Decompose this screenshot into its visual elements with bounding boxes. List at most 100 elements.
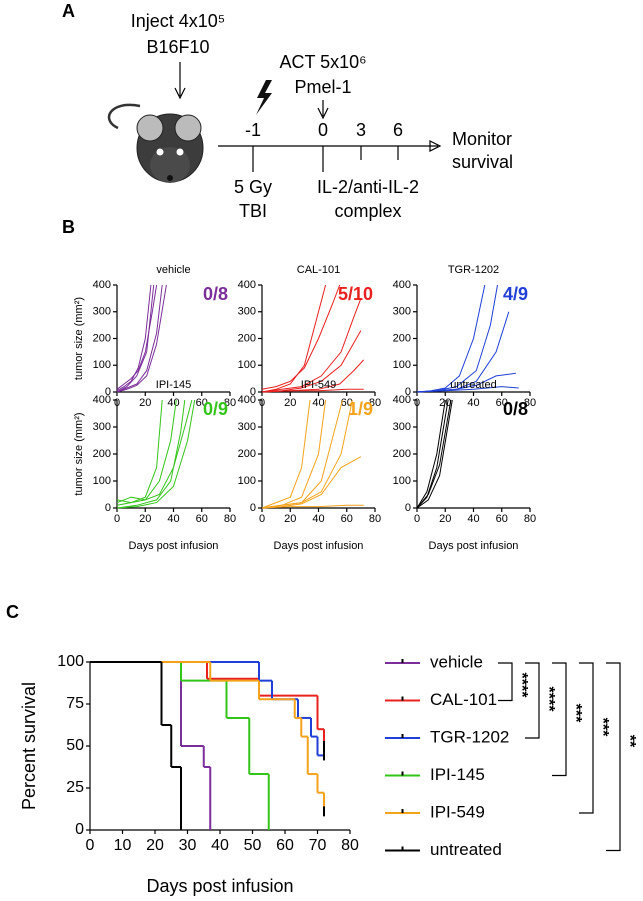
tumor-curve (416, 399, 453, 509)
significance-bracket (579, 662, 594, 814)
tumor-curve (416, 284, 498, 393)
y-tick-label: 400 (238, 394, 256, 406)
tumor-curve (116, 399, 196, 509)
tumor-curve (116, 284, 163, 393)
tumor-curve (416, 399, 452, 509)
y-tick-label: 200 (93, 332, 111, 344)
y-tick-label: 300 (238, 421, 256, 433)
chart-title: TGR-1202 (448, 264, 499, 276)
diagram-text: B16F10 (146, 37, 209, 57)
x-tick-label: 0 (259, 513, 265, 525)
diagram-text: IL-2/anti-IL-2 (317, 177, 419, 197)
annotation: 0/8 (503, 399, 528, 419)
annotation: 1/9 (348, 399, 373, 419)
annotation: 0/8 (203, 284, 228, 304)
legend-label: TGR-1202 (430, 727, 509, 746)
diagram-text: ACT 5x10⁶ (279, 52, 366, 72)
tumor-curve (261, 284, 341, 390)
y-tick-label: 200 (393, 448, 411, 460)
x-tick-label: 60 (341, 397, 353, 409)
tumor-curve (261, 504, 364, 509)
panel-label: A (62, 1, 75, 21)
panel-label: C (6, 602, 19, 622)
x-tick-label: 20 (439, 513, 451, 525)
tumor-curve (116, 399, 186, 509)
y-tick-label: 300 (393, 306, 411, 318)
diagram-text: survival (452, 152, 513, 172)
y-tick-label: 200 (238, 448, 256, 460)
lightning-icon (256, 80, 272, 115)
x-tick-label: 80 (524, 513, 536, 525)
annotation: 5/10 (338, 284, 373, 304)
annotation: 4/9 (503, 284, 528, 304)
arrow (174, 62, 186, 100)
diagram-text: complex (334, 201, 401, 221)
x-tick-label: 60 (496, 397, 508, 409)
mouse-icon (107, 103, 204, 183)
tumor-curve (261, 399, 311, 509)
y-tick-label: 0 (105, 386, 111, 398)
y-tick-label: 75 (66, 695, 84, 712)
chart-title: IPI-549 (301, 379, 336, 391)
significance-label: **** (540, 687, 557, 713)
timepoint-label: -1 (245, 120, 261, 140)
x-tick-label: 80 (524, 397, 536, 409)
x-tick-label: 40 (467, 397, 479, 409)
tumor-curve (261, 399, 353, 509)
significance-bracket (606, 662, 621, 852)
y-tick-label: 200 (238, 332, 256, 344)
y-tick-label: 400 (93, 279, 111, 291)
tumor-curve (416, 386, 519, 393)
x-tick-label: 0 (86, 837, 95, 854)
diagram-text: Monitor (452, 129, 512, 149)
diagram-text: Inject 4x10⁵ (131, 11, 226, 31)
x-tick-label: 20 (139, 513, 151, 525)
y-tick-label: 0 (105, 502, 111, 514)
chart-title: untreated (450, 379, 496, 391)
timepoint-label: 0 (318, 120, 328, 140)
x-tick-label: 10 (114, 837, 132, 854)
y-tick-label: 400 (238, 279, 256, 291)
x-tick-label: 80 (369, 513, 381, 525)
y-tick-label: 100 (57, 653, 84, 670)
y-tick-label: 0 (405, 502, 411, 514)
y-tick-label: 300 (238, 306, 256, 318)
x-tick-label: 20 (284, 397, 296, 409)
x-tick-label: 60 (196, 513, 208, 525)
x-axis-label: Days post infusion (129, 540, 219, 552)
timepoint-label: 3 (356, 120, 366, 140)
y-tick-label: 200 (93, 448, 111, 460)
x-tick-label: 20 (146, 837, 164, 854)
x-tick-label: 80 (369, 397, 381, 409)
legend-label: IPI-549 (430, 802, 485, 821)
diagram-text: Pmel-1 (294, 77, 351, 97)
x-tick-label: 40 (167, 397, 179, 409)
tumor-curve (416, 284, 486, 393)
chart-title: CAL-101 (297, 264, 340, 276)
y-tick-label: 100 (93, 475, 111, 487)
timeline (218, 140, 442, 152)
y-axis-label: Percent survival (19, 682, 39, 810)
diagram-text: 5 Gy (234, 177, 272, 197)
significance-bracket (525, 662, 540, 739)
y-tick-label: 100 (93, 359, 111, 371)
x-axis-label: Days post infusion (274, 540, 364, 552)
x-tick-label: 30 (179, 837, 197, 854)
x-tick-label: 60 (276, 837, 294, 854)
diagram-text: TBI (239, 201, 267, 221)
y-tick-label: 300 (93, 421, 111, 433)
x-tick-label: 40 (167, 513, 179, 525)
tumor-curve (116, 399, 177, 504)
significance-label: *** (567, 704, 584, 723)
legend-label: IPI-145 (430, 765, 485, 784)
y-tick-label: 400 (393, 394, 411, 406)
significance-label: *** (594, 718, 611, 737)
y-tick-label: 100 (393, 475, 411, 487)
tumor-curve (116, 284, 155, 393)
annotation: 0/9 (203, 399, 228, 419)
arrow (317, 100, 329, 120)
tumor-curve (116, 399, 163, 506)
significance-label: ** (621, 735, 638, 748)
x-tick-label: 20 (139, 397, 151, 409)
